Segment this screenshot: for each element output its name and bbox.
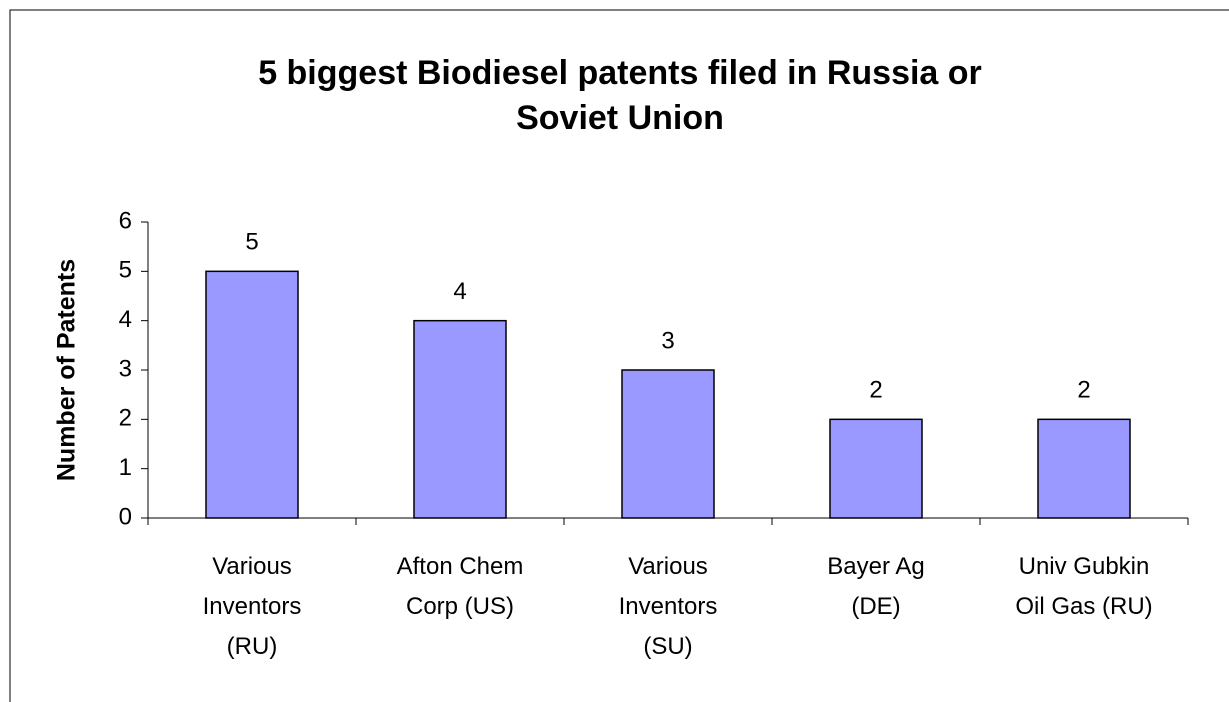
bar bbox=[1037, 418, 1131, 519]
y-tick-label: 4 bbox=[119, 306, 132, 333]
value-label: 2 bbox=[869, 377, 882, 404]
y-tick-label: 5 bbox=[119, 257, 132, 284]
x-tick-label: Univ Gubkin Oil Gas (RU) bbox=[1015, 553, 1152, 620]
y-axis-label: Number of Patents bbox=[53, 259, 81, 481]
y-tick-label: 3 bbox=[119, 355, 132, 382]
y-tick-label: 2 bbox=[119, 405, 132, 432]
bar bbox=[621, 369, 715, 519]
bar bbox=[413, 319, 507, 519]
value-label: 4 bbox=[453, 278, 466, 305]
value-label: 5 bbox=[245, 229, 258, 256]
chart-frame bbox=[9, 9, 1229, 702]
y-tick-label: 6 bbox=[119, 207, 132, 234]
x-tick-label: Bayer Ag (DE) bbox=[827, 553, 924, 620]
value-label: 3 bbox=[661, 327, 674, 354]
bar bbox=[829, 418, 923, 519]
x-tick-label: Afton Chem Corp (US) bbox=[397, 553, 524, 620]
y-tick-label: 1 bbox=[119, 454, 132, 481]
value-label: 2 bbox=[1077, 377, 1090, 404]
y-tick-label: 0 bbox=[119, 503, 132, 530]
chart-title: 5 biggest Biodiesel patents filed in Rus… bbox=[258, 54, 982, 137]
x-tick-label: Various Inventors (RU) bbox=[203, 553, 302, 660]
x-tick-label: Various Inventors (SU) bbox=[619, 553, 718, 660]
bar bbox=[205, 270, 299, 519]
